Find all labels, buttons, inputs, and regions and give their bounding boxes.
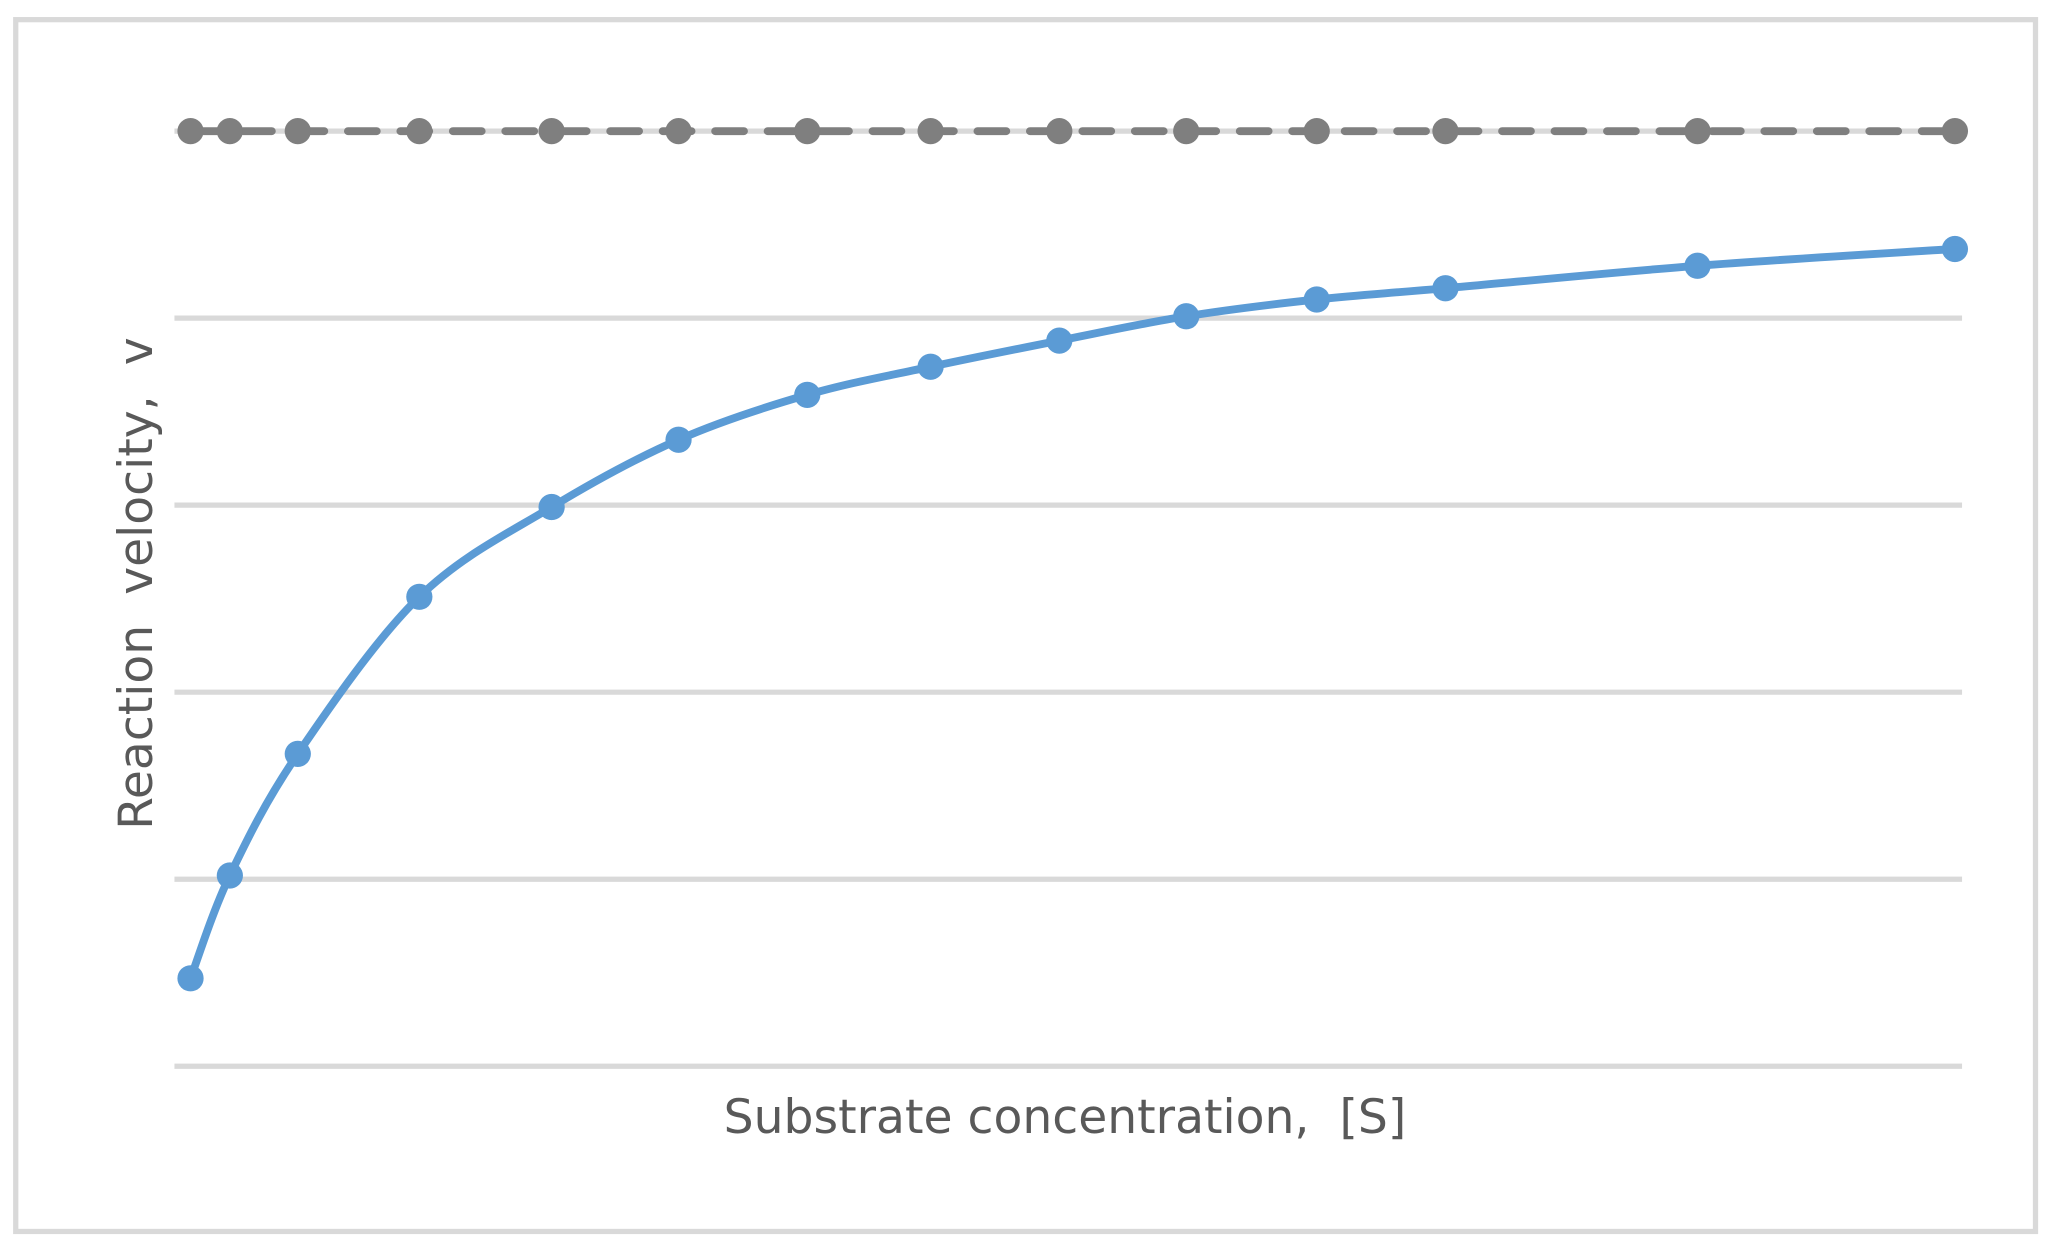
chart-frame bbox=[13, 17, 2039, 1235]
data-point bbox=[284, 118, 311, 145]
data-point bbox=[917, 353, 944, 380]
y-axis-label: Reaction velocity, v bbox=[109, 337, 164, 829]
data-point bbox=[1941, 235, 1969, 263]
data-point bbox=[216, 862, 243, 889]
data-point bbox=[665, 426, 692, 453]
data-point bbox=[1046, 118, 1073, 145]
data-point bbox=[1173, 303, 1200, 330]
data-point bbox=[1432, 118, 1459, 145]
data-point bbox=[917, 118, 944, 145]
data-point bbox=[1303, 118, 1330, 145]
data-point bbox=[406, 583, 433, 610]
data-point bbox=[1684, 118, 1711, 145]
data-point bbox=[1941, 118, 1969, 145]
data-point bbox=[1684, 252, 1711, 279]
data-point bbox=[665, 118, 692, 145]
data-point bbox=[794, 381, 821, 408]
data-point bbox=[538, 493, 565, 521]
data-point bbox=[794, 118, 821, 145]
data-point bbox=[177, 965, 204, 992]
data-point bbox=[1432, 275, 1459, 302]
data-point bbox=[216, 118, 243, 145]
x-axis-label: Substrate concentration, [S] bbox=[724, 1090, 1407, 1145]
data-point bbox=[1173, 118, 1200, 145]
data-point bbox=[406, 118, 433, 145]
series-line-2 bbox=[186, 245, 1959, 983]
data-point bbox=[1303, 286, 1330, 313]
data-point bbox=[1046, 327, 1073, 354]
data-point bbox=[177, 118, 204, 145]
data-point bbox=[284, 740, 311, 768]
data-point bbox=[538, 118, 565, 145]
series-group bbox=[177, 118, 1969, 992]
